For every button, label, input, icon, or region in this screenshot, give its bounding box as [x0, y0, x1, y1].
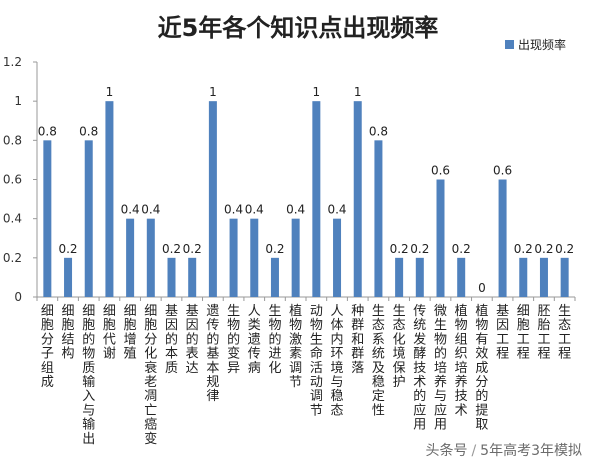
data-labels: 0.80.20.810.4 0.40.2 0.210.4 0.40.20.410.41… [38, 85, 574, 295]
data-label: 0.2 [390, 242, 409, 256]
data-label: 1 [354, 85, 362, 99]
data-label: 0.2 [183, 242, 202, 256]
data-label: 0.2 [452, 242, 471, 256]
bar [415, 257, 424, 297]
data-label: 0.6 [431, 164, 450, 178]
data-label: 0.6 [493, 164, 512, 178]
data-label: 0.2 [514, 242, 533, 256]
x-tick-label: 胚胎工程 [537, 304, 550, 362]
bars [43, 101, 569, 298]
data-label: 0.2 [265, 242, 284, 256]
data-label: 0 [478, 281, 486, 295]
data-label: 0.2 [555, 242, 574, 256]
y-tick-label: 0.6 [3, 173, 22, 187]
y-tick-label: 0 [14, 290, 22, 304]
bar [64, 257, 73, 297]
x-tick-label: 人类遗传病 [248, 304, 261, 376]
bar [333, 218, 342, 297]
x-tick-label: 细胞结构 [62, 304, 75, 362]
x-tick-label: 细胞分化衰老凋亡癌变 [144, 304, 157, 447]
x-tick-label: 生态化境保护 [393, 304, 406, 390]
bar [270, 257, 279, 297]
bar [126, 218, 135, 297]
bar [43, 140, 52, 297]
x-tick-label: 植物组织培养技术 [455, 304, 468, 418]
x-tick-label: 种群和群落 [351, 304, 364, 376]
bar [374, 140, 383, 297]
x-tick-label: 动物生命活动调节 [310, 304, 323, 418]
watermark-separator: / [471, 443, 477, 459]
y-tick-label: 0.4 [3, 212, 22, 226]
data-label: 0.4 [141, 203, 160, 217]
bar [539, 257, 548, 297]
y-tick-label: 0.8 [3, 133, 22, 147]
x-tick-label: 传统发酵技术的应用 [413, 304, 426, 433]
bar [395, 257, 404, 297]
data-label: 0.4 [224, 203, 243, 217]
data-label: 0.2 [410, 242, 429, 256]
x-tick-label: 生物的变异 [227, 304, 240, 376]
watermark: 头条号/5年高考3年模拟 [425, 440, 582, 460]
data-label: 1 [313, 85, 321, 99]
x-tick-label: 微生物的培养与应用 [434, 304, 447, 433]
data-label: 0.4 [121, 203, 140, 217]
x-tick-label: 生态工程 [558, 304, 571, 362]
bar [208, 101, 217, 298]
data-label: 0.2 [58, 242, 77, 256]
bar [498, 179, 507, 297]
bar [353, 101, 362, 298]
data-label: 1 [209, 85, 217, 99]
bar [560, 257, 569, 297]
bar [105, 101, 114, 298]
x-tick-label: 细胞工程 [517, 304, 530, 362]
x-tick-label: 细胞代谢 [103, 304, 116, 362]
chart-title: 近5年各个知识点出现频率 [158, 14, 439, 42]
data-label: 1 [106, 85, 114, 99]
x-tick-label: 遗传的基本规律 [206, 304, 219, 404]
data-label: 0.4 [286, 203, 305, 217]
x-tick-label: 植物有效成分的提取 [475, 304, 488, 433]
bar [291, 218, 300, 297]
bar [188, 257, 197, 297]
x-tick-label: 细胞的物质输入与输出 [82, 304, 95, 447]
x-tick-label: 生物的进化 [268, 304, 281, 376]
x-tick-label: 基因的本质 [165, 304, 178, 376]
x-axis-labels: 细胞分子组成细胞结构细胞的物质输入与输出细胞代谢细胞增殖细胞分化衰老凋亡癌变基因… [36, 297, 576, 447]
data-label: 0.8 [369, 124, 388, 138]
x-tick-label: 生态系统及稳定性 [372, 304, 385, 418]
bar [457, 257, 466, 297]
bar [436, 179, 445, 297]
y-tick-label: 1 [14, 94, 22, 108]
x-tick-label: 基因的表达 [186, 304, 199, 376]
data-label: 0.4 [245, 203, 264, 217]
y-tick-label: 0.2 [3, 251, 22, 265]
bar [312, 101, 321, 298]
bar [229, 218, 238, 297]
bar [146, 218, 155, 297]
data-label: 0.2 [534, 242, 553, 256]
legend-swatch [505, 40, 514, 49]
legend: 出现频率 [505, 37, 566, 52]
x-tick-label: 基因工程 [496, 304, 509, 362]
x-tick-label: 细胞增殖 [124, 304, 137, 362]
bar [250, 218, 259, 297]
data-label: 0.8 [38, 124, 57, 138]
bar [84, 140, 93, 297]
y-tick-label: 1.2 [3, 55, 22, 69]
data-label: 0.2 [162, 242, 181, 256]
data-label: 0.4 [327, 203, 346, 217]
x-tick-label: 植物激素调节 [289, 304, 302, 390]
legend-label: 出现频率 [518, 37, 566, 52]
data-label: 0.8 [79, 124, 98, 138]
x-tick-label: 人体内环境与稳态 [331, 304, 344, 418]
watermark-account: 5年高考3年模拟 [480, 443, 582, 459]
watermark-source: 头条号 [425, 443, 468, 459]
bar [167, 257, 176, 297]
bar [519, 257, 528, 297]
x-tick-label: 细胞分子组成 [41, 304, 54, 390]
